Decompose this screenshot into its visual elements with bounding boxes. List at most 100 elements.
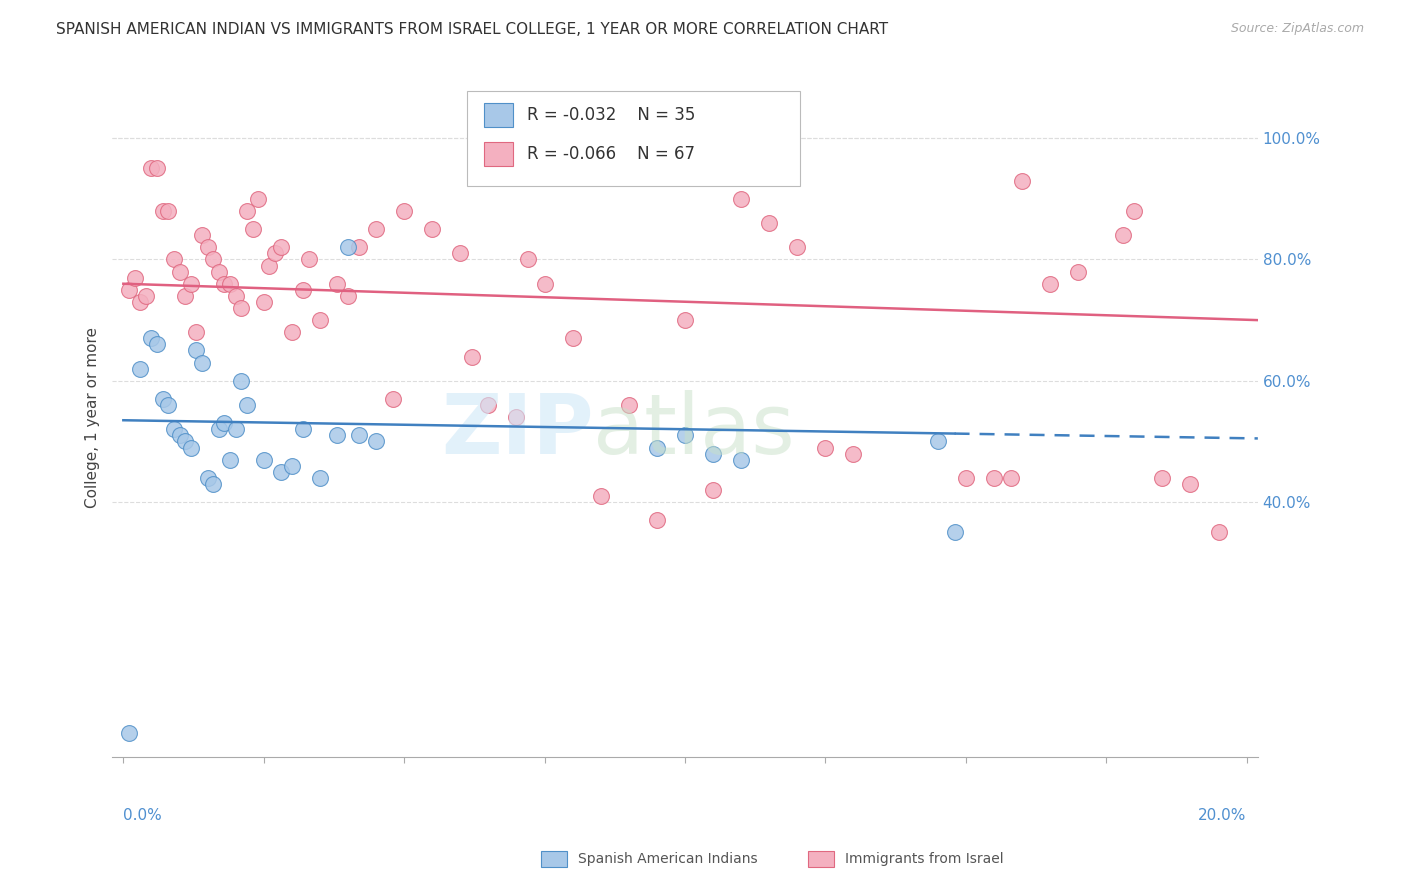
Point: [169, 428, 191, 442]
Point: [219, 277, 242, 291]
Point: [264, 246, 287, 260]
Point: [135, 289, 157, 303]
Point: [1000, 471, 1022, 485]
Point: [129, 294, 152, 309]
Point: [1039, 277, 1062, 291]
Point: [420, 222, 443, 236]
Point: [477, 398, 499, 412]
Point: [309, 471, 332, 485]
Point: [169, 264, 191, 278]
Point: [152, 203, 174, 218]
Point: [236, 203, 259, 218]
Point: [645, 441, 668, 455]
Point: [129, 361, 152, 376]
Text: Source: ZipAtlas.com: Source: ZipAtlas.com: [1230, 22, 1364, 36]
Point: [730, 452, 752, 467]
Point: [180, 277, 202, 291]
Y-axis label: College, 1 year or more: College, 1 year or more: [86, 326, 100, 508]
Point: [814, 441, 837, 455]
Point: [225, 289, 247, 303]
Point: [163, 422, 186, 436]
Point: [219, 452, 242, 467]
Point: [927, 434, 949, 449]
Text: R = -0.066    N = 67: R = -0.066 N = 67: [527, 145, 695, 162]
Point: [174, 289, 197, 303]
Point: [146, 337, 169, 351]
Point: [163, 252, 186, 267]
Point: [152, 392, 174, 406]
Point: [174, 434, 197, 449]
Text: atlas: atlas: [593, 391, 794, 471]
Point: [191, 356, 214, 370]
Point: [202, 477, 225, 491]
Point: [337, 289, 360, 303]
Point: [702, 447, 724, 461]
Point: [231, 301, 253, 315]
Point: [118, 725, 141, 739]
Point: [197, 240, 219, 254]
Point: [208, 264, 231, 278]
Point: [326, 277, 349, 291]
Point: [364, 222, 387, 236]
Point: [449, 246, 471, 260]
Point: [1067, 264, 1090, 278]
Point: [292, 422, 315, 436]
Point: [253, 294, 276, 309]
Point: [186, 343, 208, 358]
Point: [326, 428, 349, 442]
Point: [242, 222, 264, 236]
Point: [758, 216, 780, 230]
Point: [337, 240, 360, 254]
Point: [292, 283, 315, 297]
Point: [505, 410, 527, 425]
Point: [943, 525, 966, 540]
Point: [1112, 228, 1135, 243]
Point: [983, 471, 1005, 485]
FancyBboxPatch shape: [485, 103, 513, 127]
Point: [214, 417, 236, 431]
Point: [347, 240, 370, 254]
Point: [561, 331, 583, 345]
Point: [309, 313, 332, 327]
Point: [1011, 173, 1033, 187]
Point: [141, 161, 163, 176]
Point: [347, 428, 370, 442]
Point: [124, 270, 146, 285]
Point: [247, 192, 270, 206]
Point: [270, 465, 292, 479]
Point: [157, 398, 180, 412]
Point: [589, 489, 612, 503]
Text: 0.0%: 0.0%: [124, 808, 162, 823]
Point: [1152, 471, 1174, 485]
Text: SPANISH AMERICAN INDIAN VS IMMIGRANTS FROM ISRAEL COLLEGE, 1 YEAR OR MORE CORREL: SPANISH AMERICAN INDIAN VS IMMIGRANTS FR…: [56, 22, 889, 37]
Point: [253, 452, 276, 467]
Point: [208, 422, 231, 436]
Point: [533, 277, 555, 291]
Point: [281, 458, 304, 473]
Point: [786, 240, 808, 254]
Text: R = -0.032    N = 35: R = -0.032 N = 35: [527, 106, 695, 124]
Text: Spanish American Indians: Spanish American Indians: [578, 852, 758, 866]
Point: [1208, 525, 1230, 540]
Point: [460, 350, 482, 364]
Text: Immigrants from Israel: Immigrants from Israel: [845, 852, 1004, 866]
FancyBboxPatch shape: [485, 142, 513, 166]
Point: [231, 374, 253, 388]
Point: [673, 428, 696, 442]
Point: [236, 398, 259, 412]
Point: [186, 325, 208, 339]
Point: [645, 513, 668, 527]
FancyBboxPatch shape: [467, 91, 800, 186]
Point: [673, 313, 696, 327]
Point: [214, 277, 236, 291]
Point: [702, 483, 724, 497]
Point: [516, 252, 538, 267]
Point: [298, 252, 321, 267]
Point: [225, 422, 247, 436]
Point: [955, 471, 977, 485]
Point: [191, 228, 214, 243]
Point: [281, 325, 304, 339]
Point: [381, 392, 404, 406]
Point: [392, 203, 415, 218]
Point: [141, 331, 163, 345]
